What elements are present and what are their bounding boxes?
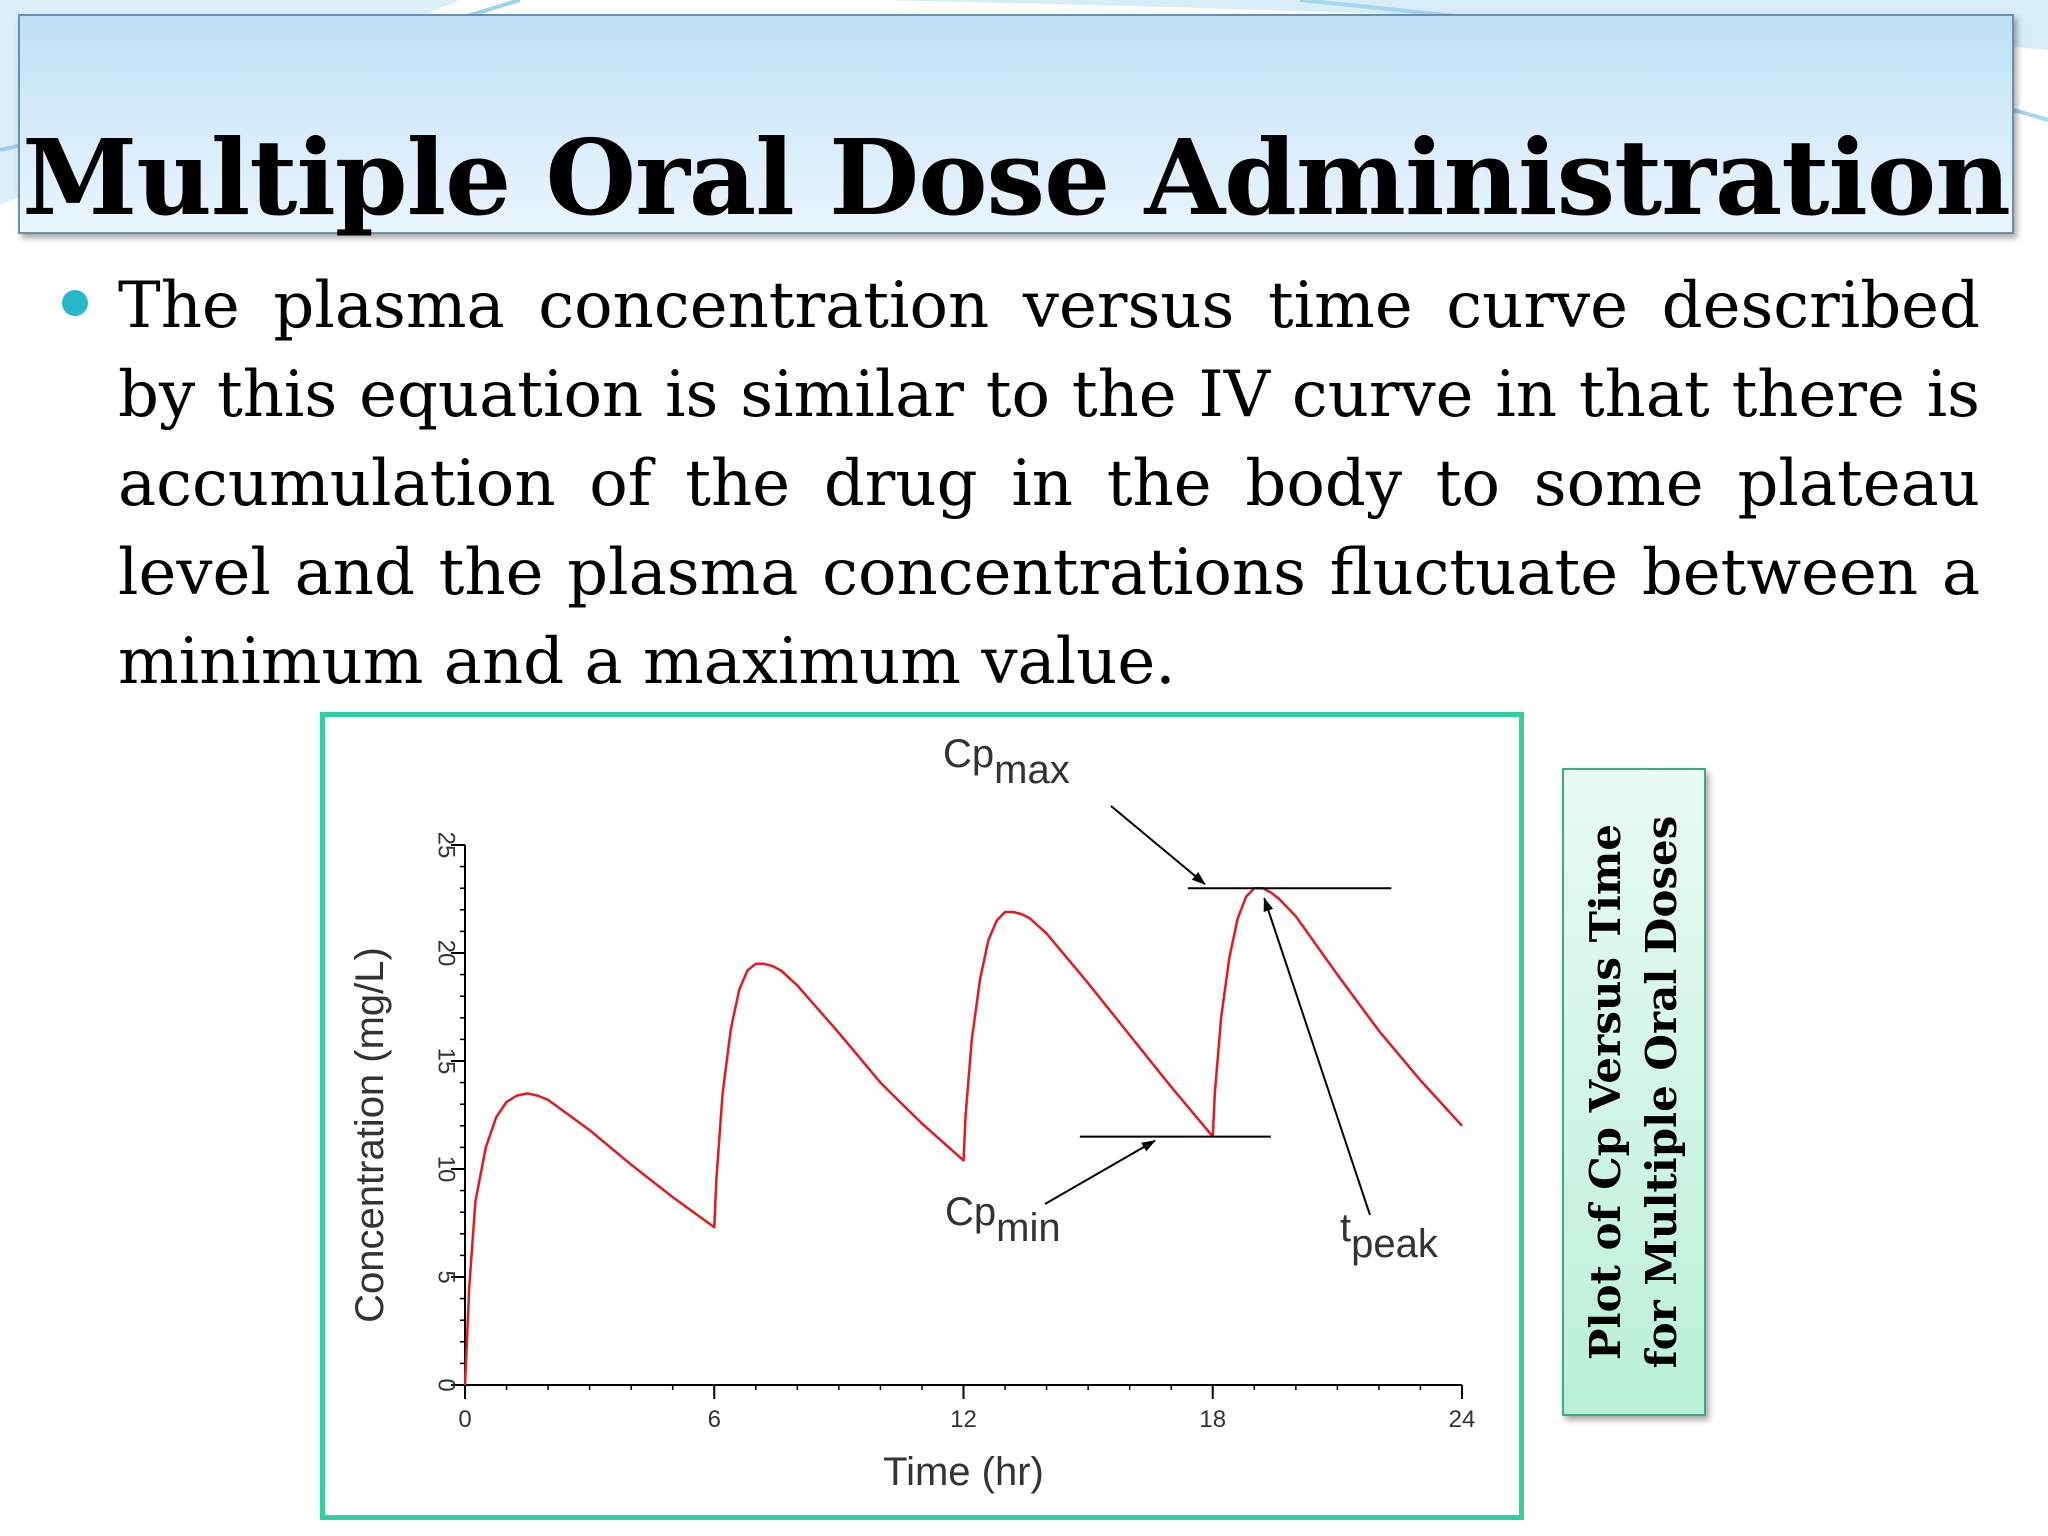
slide-title: Multiple Oral Dose Administration	[22, 116, 2011, 239]
x-axis-label: Time (hr)	[883, 1450, 1044, 1494]
y-tick-label: 5	[433, 1270, 460, 1283]
y-tick-label: 15	[433, 1048, 460, 1075]
cpmax-label-main: Cp	[943, 732, 994, 776]
chart-caption: Plot of Cp Versus Time for Multiple Oral…	[1578, 792, 1690, 1392]
cpmin-label: Cpmin	[945, 1190, 1061, 1250]
tpeak-label-subscript: peak	[1351, 1222, 1439, 1266]
cpmax-arrow	[1110, 805, 1206, 885]
bullet-text: The plasma concentration versus time cur…	[118, 269, 1980, 699]
cpmin-label-main: Cp	[945, 1190, 996, 1234]
cpmin-arrow	[1044, 1139, 1156, 1205]
tpeak-arrow	[1263, 897, 1371, 1216]
chart-caption-box: Plot of Cp Versus Time for Multiple Oral…	[1562, 768, 1706, 1416]
x-tick-label: 18	[1199, 1406, 1226, 1433]
x-tick-label: 0	[458, 1406, 471, 1433]
y-axis-label: Concentration (mg/L)	[348, 947, 392, 1323]
caption-line-1: Plot of Cp Versus Time	[1581, 823, 1630, 1361]
y-tick-label: 25	[433, 832, 460, 859]
y-tick-label: 20	[433, 940, 460, 967]
cpmin-label-subscript: min	[996, 1206, 1060, 1250]
concentration-curve	[463, 886, 1463, 1386]
y-tick-label: 0	[433, 1378, 460, 1391]
tpeak-label-main: t	[1340, 1206, 1351, 1250]
x-tick-label: 24	[1449, 1406, 1476, 1433]
tpeak-label: tpeak	[1340, 1206, 1439, 1266]
concentration-time-chart: 0 6 12 18 24 0 5 10 15 20 25 Time (hr) Concentration…	[348, 732, 1476, 1494]
cpmax-label: Cpmax	[943, 732, 1070, 792]
title-bar: Multiple Oral Dose Administration	[18, 14, 2014, 239]
y-tick-label: 10	[433, 1156, 460, 1183]
x-tick-label: 12	[950, 1406, 977, 1433]
caption-line-2: for Multiple Oral Doses	[1637, 815, 1686, 1369]
chart-frame: 0 6 12 18 24 0 5 10 15 20 25 Time (hr) Concentration…	[320, 712, 1524, 1520]
cpmax-label-subscript: max	[994, 748, 1070, 792]
x-tick-label: 6	[708, 1406, 721, 1433]
bullet-dot-icon	[62, 290, 88, 316]
